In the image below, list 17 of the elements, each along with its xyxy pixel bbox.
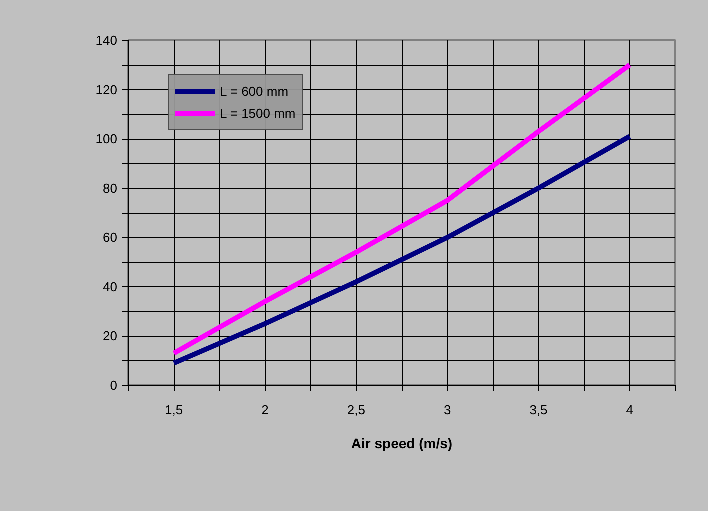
y-tick-label: 140 xyxy=(96,33,118,48)
y-tick-label: 100 xyxy=(96,132,118,147)
x-tick-label: 4 xyxy=(626,402,634,418)
y-tick-label: 120 xyxy=(96,82,118,98)
legend-label: L = 1500 mm xyxy=(220,106,296,120)
y-tick-label: 60 xyxy=(103,230,118,246)
x-tick-label: 1,5 xyxy=(165,402,184,418)
y-tick-label: 40 xyxy=(103,279,118,294)
y-tick-label: 20 xyxy=(103,328,118,344)
x-tick-label: 3 xyxy=(444,402,452,418)
legend-label: L = 600 mm xyxy=(220,84,289,98)
x-axis-title: Air speed (m/s) xyxy=(351,436,453,452)
y-tick-label: 0 xyxy=(110,378,118,393)
y-tick-label: 80 xyxy=(103,180,118,196)
x-tick-label: 2 xyxy=(262,402,269,418)
x-tick-label: 3,5 xyxy=(530,402,548,418)
x-tick-label: 2,5 xyxy=(347,402,366,418)
